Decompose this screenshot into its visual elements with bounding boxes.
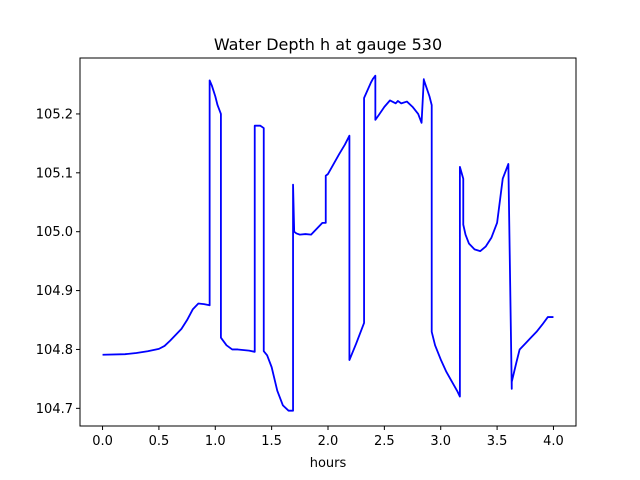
x-tick-label: 1.5 xyxy=(261,434,282,449)
x-tick-label: 3.5 xyxy=(487,434,508,449)
y-tick-label: 104.9 xyxy=(36,284,73,299)
y-tick-label: 105.0 xyxy=(36,225,73,240)
series-group xyxy=(102,74,554,412)
chart-title: Water Depth h at gauge 530 xyxy=(214,35,442,54)
y-tick-label: 105.2 xyxy=(36,107,73,122)
x-tick-label: 0.5 xyxy=(149,434,170,449)
plot-area xyxy=(79,57,577,427)
plot-frame xyxy=(79,57,577,427)
y-axis: 104.7 104.8 104.9 105.0 105.1 105.2 xyxy=(36,107,80,417)
x-axis: 0.0 0.5 1.0 1.5 2.0 2.5 3.0 3.5 4.0 xyxy=(92,426,564,449)
x-tick-label: 1.0 xyxy=(205,434,226,449)
y-tick-label: 105.1 xyxy=(36,166,73,181)
y-tick-label: 104.8 xyxy=(36,343,73,358)
y-tick-label: 104.7 xyxy=(36,402,73,417)
x-tick-label: 2.0 xyxy=(318,434,339,449)
x-tick-label: 0.0 xyxy=(92,434,113,449)
x-axis-label: hours xyxy=(310,456,347,471)
x-tick-label: 3.0 xyxy=(430,434,451,449)
x-tick-label: 2.5 xyxy=(374,434,395,449)
x-tick-label: 4.0 xyxy=(543,434,564,449)
series-line-0 xyxy=(102,74,554,412)
